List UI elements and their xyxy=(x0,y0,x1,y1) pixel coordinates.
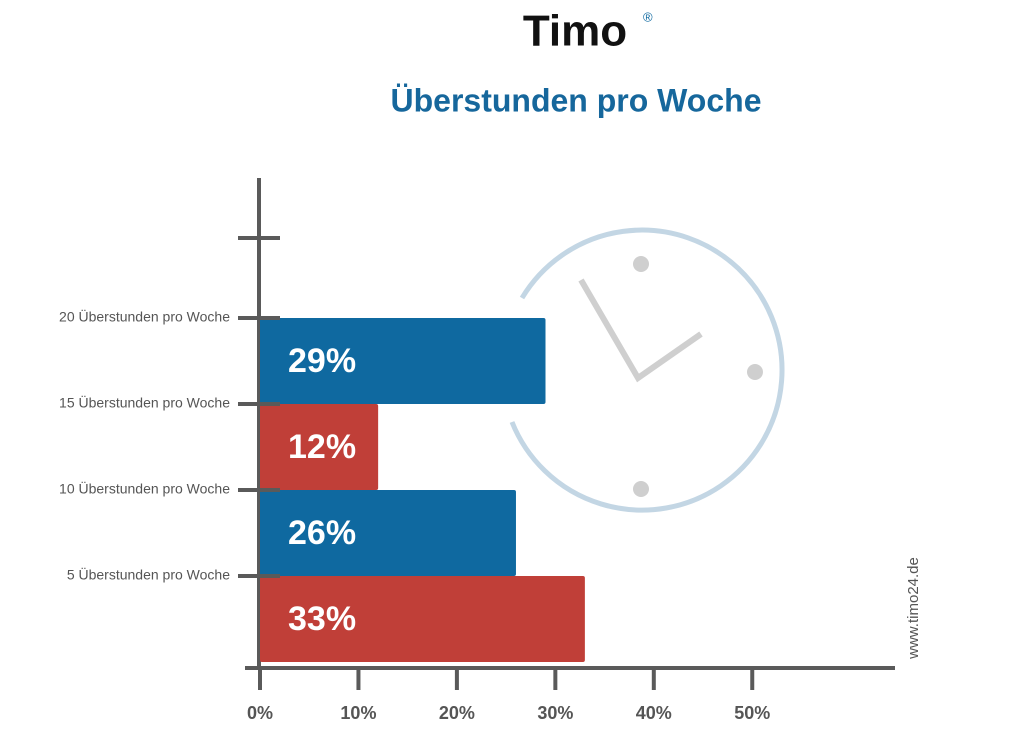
x-tick-label: 40% xyxy=(636,703,672,723)
x-tick-label: 10% xyxy=(340,703,376,723)
y-tick-label: 20 Überstunden pro Woche xyxy=(59,308,230,325)
value-label: 26% xyxy=(288,514,356,552)
y-tick-label: 15 Überstunden pro Woche xyxy=(59,394,230,411)
bar xyxy=(260,576,585,662)
x-tick-label: 50% xyxy=(734,703,770,723)
x-tick-label: 0% xyxy=(247,703,273,723)
value-label: 29% xyxy=(288,342,356,380)
logo-mark: ® xyxy=(643,9,653,24)
y-tick-label: 5 Überstunden pro Woche xyxy=(67,566,230,583)
source: www.timo24.de xyxy=(905,557,922,660)
bar xyxy=(260,318,546,404)
value-label: 33% xyxy=(288,600,356,638)
clock xyxy=(509,227,785,513)
logo: Timo xyxy=(523,7,627,56)
bar xyxy=(260,490,516,576)
bar xyxy=(260,404,379,490)
x-tick-label: 20% xyxy=(439,703,475,723)
y-tick-label: 10 Überstunden pro Woche xyxy=(59,480,230,497)
x-tick-label: 30% xyxy=(537,703,573,723)
value-label: 12% xyxy=(288,428,356,466)
chart-title: Überstunden pro Woche xyxy=(391,82,762,118)
